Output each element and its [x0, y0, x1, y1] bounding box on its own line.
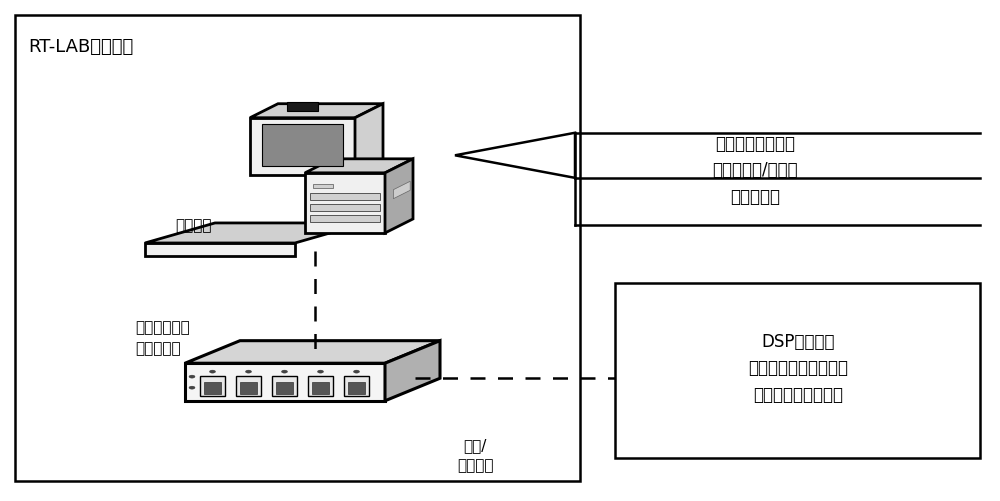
Polygon shape: [385, 341, 440, 401]
Polygon shape: [200, 376, 225, 396]
Polygon shape: [185, 341, 440, 363]
Polygon shape: [385, 159, 413, 233]
Polygon shape: [310, 193, 380, 200]
Polygon shape: [185, 363, 385, 401]
Text: RT-LAB仿真系统: RT-LAB仿真系统: [28, 38, 133, 56]
Polygon shape: [250, 104, 383, 118]
Polygon shape: [276, 382, 293, 394]
Polygon shape: [355, 104, 383, 175]
Text: DSP物理系统
（双向变流器控制器、
光伏逆变器控制器）: DSP物理系统 （双向变流器控制器、 光伏逆变器控制器）: [748, 333, 848, 404]
Polygon shape: [455, 133, 575, 178]
Text: 输入输出板卡
实时目标机: 输入输出板卡 实时目标机: [135, 321, 190, 357]
Bar: [615, 283, 980, 458]
Polygon shape: [145, 223, 365, 243]
Polygon shape: [287, 102, 318, 111]
Circle shape: [246, 370, 252, 373]
Polygon shape: [348, 382, 365, 394]
Circle shape: [210, 370, 216, 373]
Circle shape: [189, 386, 195, 389]
Polygon shape: [308, 376, 333, 396]
Polygon shape: [310, 204, 380, 211]
Polygon shape: [272, 376, 297, 396]
Bar: [15, 15, 580, 481]
Polygon shape: [240, 382, 257, 394]
Circle shape: [354, 370, 360, 373]
Polygon shape: [310, 215, 380, 222]
Text: 数据/
控制信号: 数据/ 控制信号: [457, 439, 493, 473]
Polygon shape: [262, 124, 343, 166]
Polygon shape: [344, 376, 369, 396]
Polygon shape: [250, 118, 355, 175]
Polygon shape: [393, 181, 410, 199]
Circle shape: [189, 375, 195, 378]
Bar: [313, 184, 333, 188]
Polygon shape: [312, 382, 329, 394]
Circle shape: [282, 370, 288, 373]
Text: 微电网、配电网、
双向变流器/双向逆
变器主电路: 微电网、配电网、 双向变流器/双向逆 变器主电路: [712, 135, 798, 206]
Polygon shape: [305, 173, 385, 233]
Text: 仿真主机: 仿真主机: [175, 218, 212, 233]
Polygon shape: [204, 382, 221, 394]
Polygon shape: [145, 243, 295, 256]
Polygon shape: [236, 376, 261, 396]
Polygon shape: [305, 159, 413, 173]
Circle shape: [318, 370, 324, 373]
